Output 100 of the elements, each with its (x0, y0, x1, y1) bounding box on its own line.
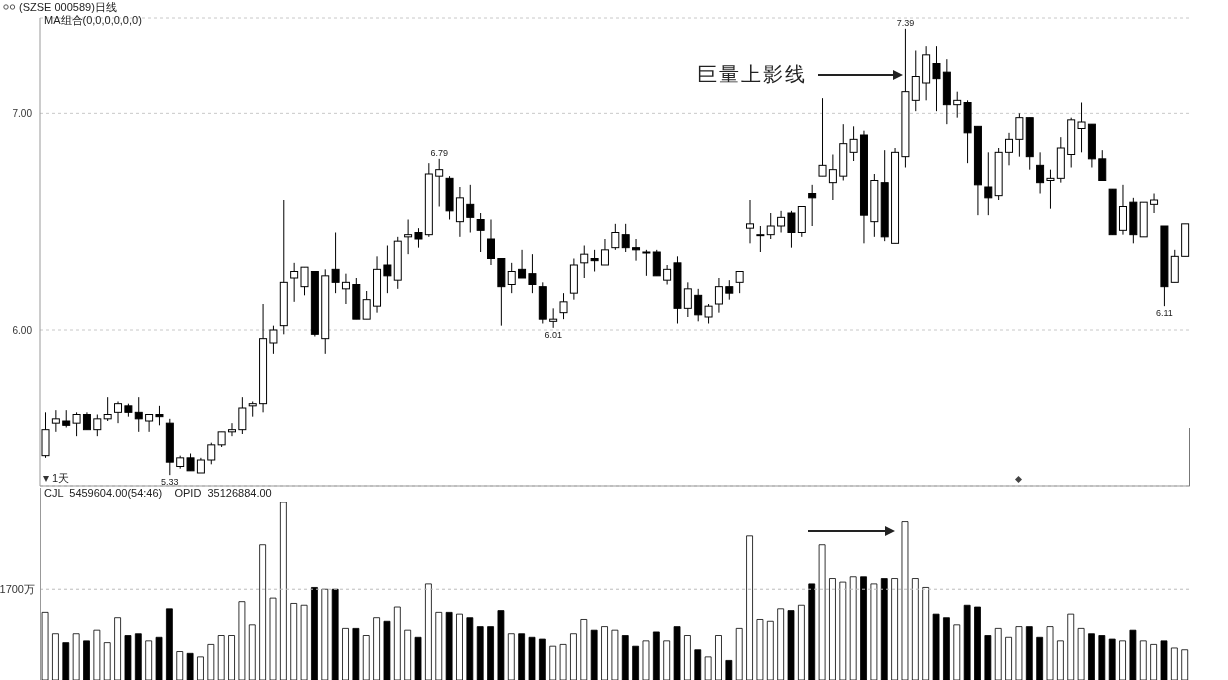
bar (632, 645, 640, 680)
candlestick (72, 411, 81, 437)
bar (880, 578, 888, 680)
candlestick (549, 307, 558, 329)
bar (466, 617, 474, 680)
bar (621, 635, 629, 680)
bar (673, 626, 681, 680)
bar (1025, 626, 1033, 680)
candlestick (1015, 112, 1024, 158)
candlestick (621, 223, 630, 253)
bar (497, 610, 505, 680)
candlestick (580, 245, 589, 279)
bar (808, 583, 816, 680)
bar (725, 660, 733, 680)
bar (352, 627, 360, 680)
bar (487, 626, 494, 680)
candlestick (476, 212, 485, 253)
candlestick (984, 151, 993, 216)
annotation: 6.11 (1155, 308, 1173, 319)
candlestick (134, 396, 143, 433)
bar (1036, 636, 1044, 680)
candlestick (911, 50, 920, 112)
candlestick (155, 405, 164, 426)
candlestick (953, 91, 962, 119)
candlestick (1046, 169, 1055, 210)
candlestick (341, 273, 350, 305)
bar (166, 608, 173, 680)
candlestick (828, 154, 837, 201)
y-tick-label: 7.00 (12, 107, 33, 119)
bar (445, 611, 453, 680)
candlestick (1118, 184, 1127, 236)
bar (694, 649, 702, 680)
bar (1108, 638, 1116, 680)
candlestick (600, 238, 609, 266)
candlestick (590, 249, 599, 272)
candlestick (1005, 132, 1014, 166)
candlestick (1150, 193, 1159, 214)
annotation: 6.01 (544, 329, 562, 340)
bar (932, 613, 940, 680)
candlestick (290, 262, 299, 303)
candlestick (507, 262, 516, 294)
candlestick (518, 249, 527, 279)
bar (1098, 635, 1106, 680)
candlestick (51, 409, 60, 433)
candlestick (207, 442, 216, 465)
bar (590, 629, 598, 680)
annotation: 7.39 (896, 17, 915, 28)
bar (1088, 633, 1095, 680)
candlestick (746, 199, 755, 244)
candlestick (414, 227, 423, 249)
bar (476, 626, 484, 680)
candlestick (103, 396, 112, 422)
candlestick (694, 288, 703, 322)
bar (383, 620, 391, 680)
candlestick (487, 219, 495, 266)
annotation: 巨量上影线 (697, 62, 807, 87)
bar (1160, 640, 1168, 680)
candlestick (1036, 151, 1045, 194)
candlestick (1098, 149, 1107, 181)
candlestick (683, 281, 692, 318)
candlestick (466, 184, 475, 233)
bar (943, 617, 950, 680)
candlestick (227, 422, 236, 437)
bar (62, 642, 70, 680)
ref-line-label: 1700万 (0, 583, 35, 596)
candlestick (652, 249, 661, 277)
bar (83, 640, 90, 680)
candlestick (849, 125, 858, 162)
candlestick (435, 158, 444, 207)
bar (528, 636, 536, 680)
candlestick (714, 277, 723, 314)
candlestick (777, 210, 786, 233)
candlestick (269, 325, 278, 355)
candlestick (93, 414, 102, 437)
annotation: 5.33 (161, 477, 179, 488)
candlestick (787, 210, 796, 249)
candlestick (663, 264, 672, 285)
chart-title: (SZSE 000589)日线 (19, 0, 117, 15)
bar (311, 587, 318, 680)
candlestick (404, 219, 413, 255)
annotation: 6.79 (430, 147, 448, 158)
bar (134, 633, 142, 680)
candlestick (725, 279, 734, 301)
candlestick (704, 303, 713, 324)
candlestick (1077, 102, 1086, 153)
bar (538, 638, 546, 680)
candlestick (808, 184, 817, 227)
candlestick (145, 414, 154, 433)
annotation: MA组合(0,0,0,0,0,0) (44, 13, 142, 28)
candlestick (528, 253, 537, 294)
bar (124, 635, 132, 680)
candlestick (300, 266, 309, 296)
bar (963, 604, 971, 680)
bar (331, 588, 339, 680)
bar (787, 610, 795, 680)
candlestick (114, 401, 123, 424)
candlestick (383, 245, 392, 294)
bar (652, 631, 660, 680)
bar (518, 633, 526, 680)
candlestick (362, 290, 371, 320)
